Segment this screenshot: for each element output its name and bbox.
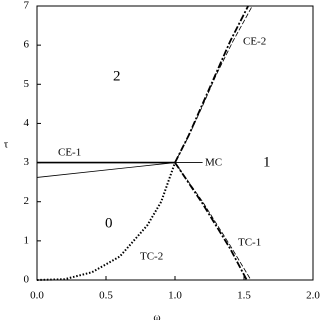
y-tick-label: 7 (24, 0, 30, 12)
x-tick-label: 1.5 (237, 290, 251, 302)
x-tick-label: 2.0 (306, 290, 320, 302)
x-tick-label: 0.0 (30, 290, 44, 302)
y-tick-label: 3 (24, 156, 30, 168)
phase-boundary (174, 162, 248, 281)
x-tick-label: 0.5 (99, 290, 113, 302)
y-tick-label: 2 (24, 195, 30, 207)
annotation: TC-1 (238, 237, 261, 249)
y-tick-label: 1 (24, 234, 30, 246)
annotation: 0 (105, 215, 113, 231)
y-tick-label: 4 (24, 117, 30, 129)
y-tick-label: 5 (24, 78, 30, 90)
annotation: CE-2 (243, 36, 266, 48)
phase-boundary (174, 5, 249, 163)
annotation: 1 (263, 154, 271, 170)
phase-boundary (174, 5, 253, 163)
x-axis-label: ω (153, 312, 160, 320)
phase-boundary (174, 162, 252, 281)
annotation: 2 (113, 68, 121, 84)
annotation: TC-2 (140, 251, 163, 263)
x-tick-label: 1.0 (168, 290, 182, 302)
plot-frame (36, 5, 314, 281)
y-axis-label: τ (4, 139, 9, 151)
phase-boundary (36, 162, 176, 178)
phase-boundary (36, 162, 176, 281)
y-tick-label: 6 (24, 39, 30, 51)
annotation: CE-1 (58, 147, 81, 159)
annotation: MC (205, 157, 222, 169)
y-tick-label: 0 (24, 274, 30, 286)
